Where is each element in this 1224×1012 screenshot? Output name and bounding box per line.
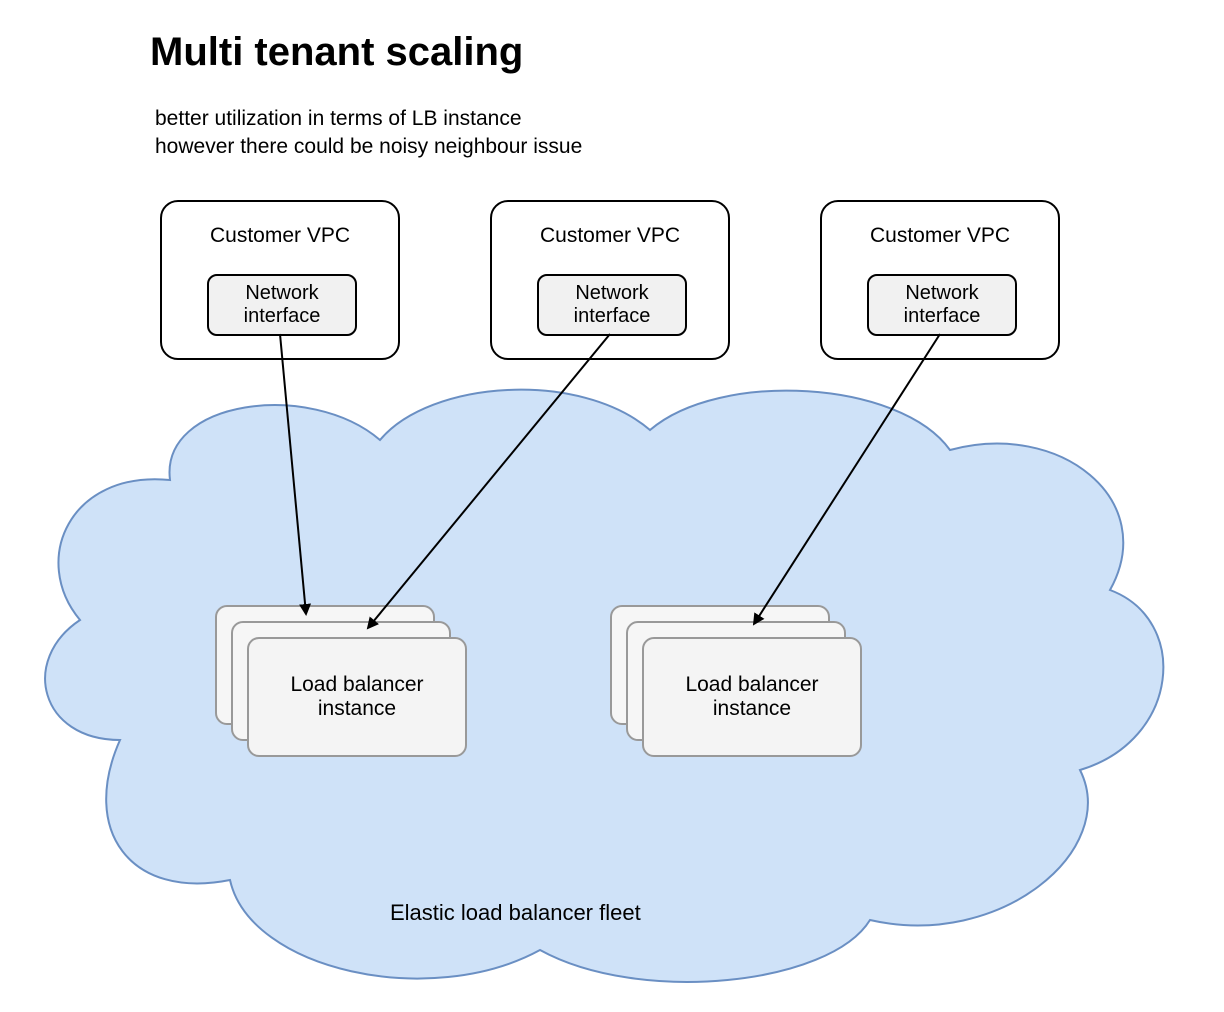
load-balancer-instance-box: Load balancer instance	[247, 637, 467, 757]
diagram-canvas: Multi tenant scaling better utilization …	[0, 0, 1224, 1012]
customer-vpc-box: Customer VPC Network interface	[820, 200, 1060, 360]
customer-vpc-label: Customer VPC	[492, 224, 728, 248]
load-balancer-instance-box: Load balancer instance	[642, 637, 862, 757]
diagram-subtitle: better utilization in terms of LB instan…	[155, 105, 582, 162]
customer-vpc-label: Customer VPC	[822, 224, 1058, 248]
network-interface-box: Network interface	[867, 274, 1017, 336]
customer-vpc-box: Customer VPC Network interface	[490, 200, 730, 360]
customer-vpc-label: Customer VPC	[162, 224, 398, 248]
network-interface-box: Network interface	[537, 274, 687, 336]
cloud-label: Elastic load balancer fleet	[390, 900, 641, 926]
edge-arrow	[368, 334, 610, 628]
edge-arrow	[754, 334, 940, 624]
diagram-title: Multi tenant scaling	[150, 30, 523, 75]
network-interface-box: Network interface	[207, 274, 357, 336]
edge-arrow	[280, 334, 306, 614]
customer-vpc-box: Customer VPC Network interface	[160, 200, 400, 360]
